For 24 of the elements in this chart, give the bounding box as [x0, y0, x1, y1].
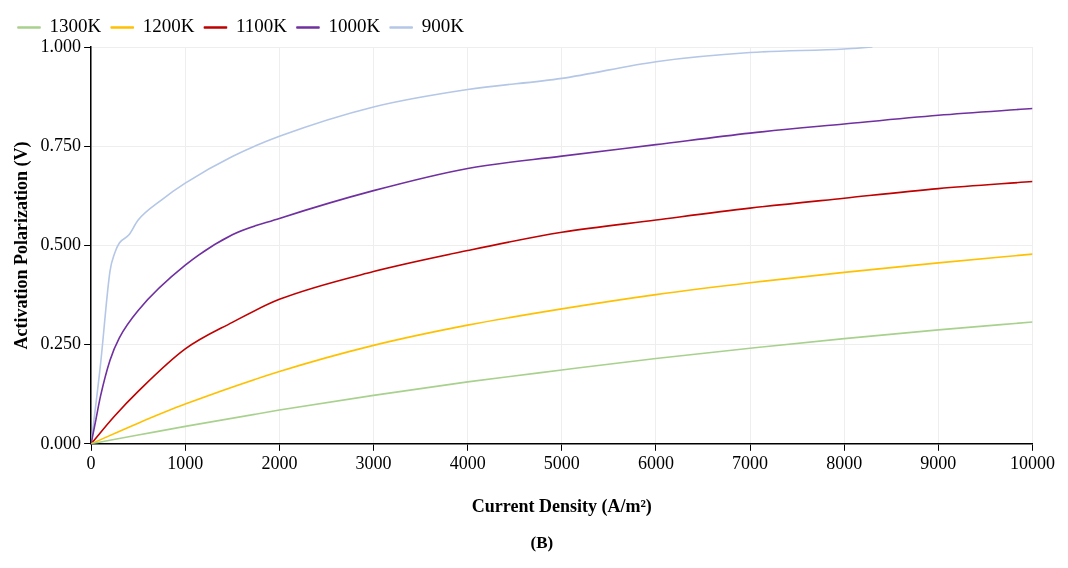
y-tick-label: 0.250 — [40, 333, 82, 354]
x-tick-label: 0 — [86, 453, 96, 474]
x-tick-label: 8000 — [826, 453, 863, 474]
x-tick-label: 9000 — [920, 453, 957, 474]
x-axis-title: Current Density (A/m²) — [471, 495, 652, 517]
legend-label: 900K — [421, 15, 465, 37]
legend-label: 1200K — [142, 15, 195, 37]
legend-label: 1000K — [328, 15, 381, 37]
x-tick-label: 6000 — [637, 453, 674, 474]
legend-label: 1300K — [49, 15, 102, 37]
x-tick-label: 5000 — [543, 453, 580, 474]
y-tick-label: 0.500 — [40, 234, 82, 255]
y-axis-title: Activation Polarization (V) — [11, 141, 33, 350]
text: (B) — [530, 533, 554, 553]
x-tick-label: 2000 — [261, 453, 298, 474]
x-tick-label: 10000 — [1010, 453, 1055, 474]
y-tick-label: 1.000 — [40, 35, 82, 56]
x-tick-label: 1000 — [167, 453, 204, 474]
y-tick-label: 0.000 — [40, 432, 82, 453]
x-tick-label: 4000 — [449, 453, 486, 474]
y-tick-label: 0.750 — [40, 134, 82, 155]
legend-label: 1100K — [235, 15, 288, 37]
x-tick-label: 7000 — [732, 453, 769, 474]
x-tick-label: 3000 — [355, 453, 392, 474]
